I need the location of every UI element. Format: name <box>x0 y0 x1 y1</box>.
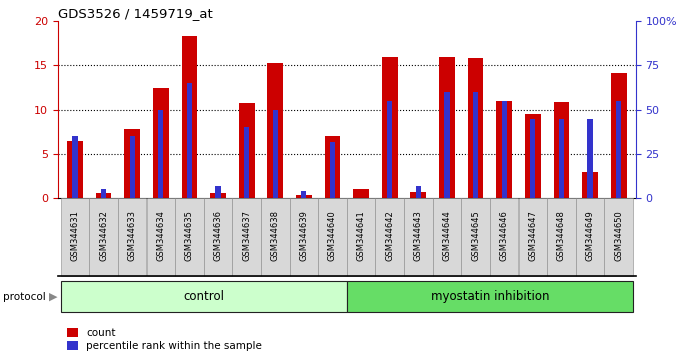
Text: GSM344631: GSM344631 <box>71 210 80 261</box>
Bar <box>244 127 250 198</box>
FancyBboxPatch shape <box>347 281 633 312</box>
Bar <box>525 114 541 198</box>
Text: GSM344632: GSM344632 <box>99 210 108 261</box>
Bar <box>582 172 598 198</box>
Text: GSM344640: GSM344640 <box>328 210 337 261</box>
Bar <box>353 188 369 198</box>
FancyBboxPatch shape <box>118 198 146 276</box>
FancyBboxPatch shape <box>519 198 547 276</box>
Bar <box>153 88 169 198</box>
Bar <box>496 101 512 198</box>
Text: GSM344647: GSM344647 <box>528 210 537 261</box>
FancyBboxPatch shape <box>261 198 290 276</box>
FancyBboxPatch shape <box>490 198 518 276</box>
FancyBboxPatch shape <box>576 198 605 276</box>
Bar <box>158 110 163 198</box>
Bar <box>210 193 226 198</box>
Bar <box>444 92 449 198</box>
FancyBboxPatch shape <box>61 281 347 312</box>
Bar <box>415 186 421 198</box>
Bar <box>382 57 398 198</box>
Text: myostatin inhibition: myostatin inhibition <box>430 290 549 303</box>
Legend: count, percentile rank within the sample: count, percentile rank within the sample <box>63 324 266 354</box>
Bar <box>387 101 392 198</box>
FancyBboxPatch shape <box>290 198 318 276</box>
FancyBboxPatch shape <box>233 198 261 276</box>
FancyBboxPatch shape <box>547 198 576 276</box>
FancyBboxPatch shape <box>605 198 633 276</box>
Text: GSM344641: GSM344641 <box>356 210 366 261</box>
Bar <box>530 119 535 198</box>
Bar <box>473 92 478 198</box>
Bar <box>216 186 220 198</box>
Bar <box>273 110 278 198</box>
Text: GSM344633: GSM344633 <box>128 210 137 261</box>
Text: GSM344638: GSM344638 <box>271 210 279 261</box>
Bar <box>611 74 626 198</box>
Bar <box>296 195 311 198</box>
FancyBboxPatch shape <box>347 198 375 276</box>
Text: ▶: ▶ <box>49 292 57 302</box>
Bar <box>616 101 622 198</box>
Bar <box>72 136 78 198</box>
FancyBboxPatch shape <box>461 198 490 276</box>
Text: GSM344639: GSM344639 <box>299 210 308 261</box>
Text: GSM344646: GSM344646 <box>500 210 509 261</box>
Bar <box>468 58 483 198</box>
Text: GDS3526 / 1459719_at: GDS3526 / 1459719_at <box>58 7 213 20</box>
FancyBboxPatch shape <box>89 198 118 276</box>
FancyBboxPatch shape <box>318 198 347 276</box>
Bar <box>101 189 106 198</box>
Text: GSM344642: GSM344642 <box>386 210 394 261</box>
Bar <box>502 101 507 198</box>
Bar <box>588 119 592 198</box>
Bar <box>559 119 564 198</box>
Text: GSM344636: GSM344636 <box>214 210 222 261</box>
Text: control: control <box>183 290 224 303</box>
FancyBboxPatch shape <box>404 198 432 276</box>
Text: GSM344637: GSM344637 <box>242 210 251 261</box>
Text: GSM344650: GSM344650 <box>614 210 623 261</box>
Bar <box>411 192 426 198</box>
Text: GSM344648: GSM344648 <box>557 210 566 261</box>
Text: GSM344644: GSM344644 <box>443 210 452 261</box>
Bar <box>130 136 135 198</box>
Bar <box>324 136 341 198</box>
Bar <box>182 36 197 198</box>
Bar <box>239 103 254 198</box>
Bar <box>330 142 335 198</box>
Bar <box>267 63 283 198</box>
Text: GSM344645: GSM344645 <box>471 210 480 261</box>
FancyBboxPatch shape <box>146 198 175 276</box>
Text: GSM344643: GSM344643 <box>414 210 423 261</box>
FancyBboxPatch shape <box>375 198 404 276</box>
Bar <box>96 193 112 198</box>
FancyBboxPatch shape <box>432 198 461 276</box>
Bar <box>301 191 307 198</box>
FancyBboxPatch shape <box>175 198 204 276</box>
Text: GSM344649: GSM344649 <box>585 210 594 261</box>
Bar <box>187 83 192 198</box>
Text: protocol: protocol <box>3 292 46 302</box>
Text: GSM344635: GSM344635 <box>185 210 194 261</box>
Bar <box>124 129 140 198</box>
Bar <box>554 102 569 198</box>
Bar <box>439 57 455 198</box>
FancyBboxPatch shape <box>61 198 89 276</box>
FancyBboxPatch shape <box>204 198 233 276</box>
Bar <box>67 141 83 198</box>
Text: GSM344634: GSM344634 <box>156 210 165 261</box>
